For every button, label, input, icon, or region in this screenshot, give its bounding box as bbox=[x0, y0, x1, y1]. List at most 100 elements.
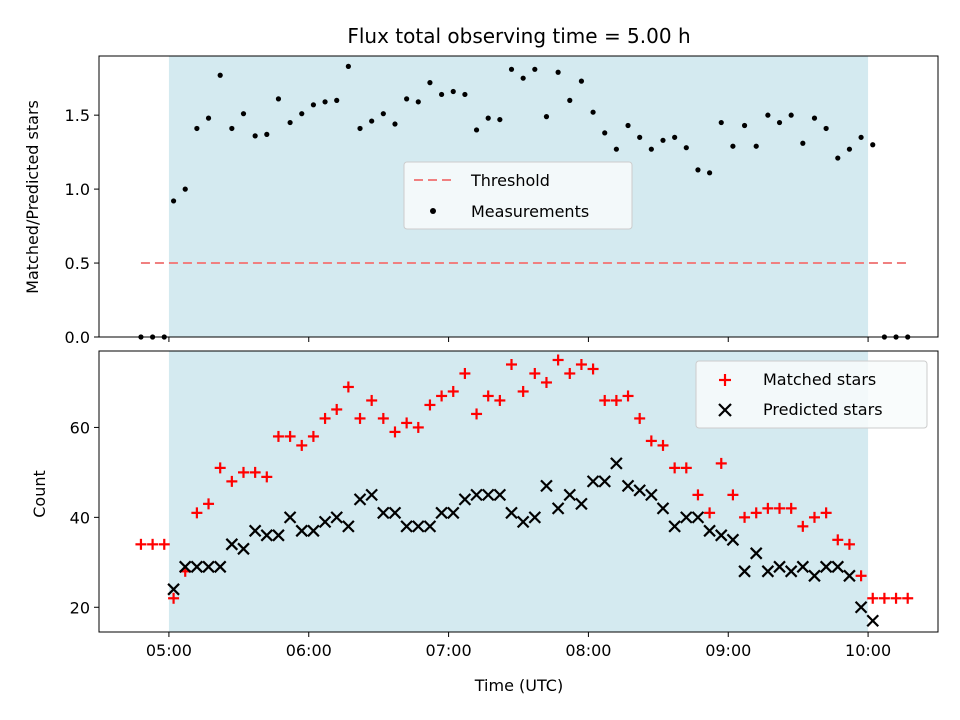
count-panel: 20 40 60 05:00 06:00 07:00 08:00 09:00 10:00 Co… bbox=[30, 350, 939, 695]
predicted-star-point bbox=[598, 475, 612, 488]
ratio-y-axis-label: Matched/Predicted stars bbox=[23, 100, 42, 294]
predicted-star-point bbox=[843, 569, 856, 583]
matched-star-point bbox=[471, 408, 483, 420]
matched-star-point bbox=[249, 466, 261, 478]
legend-predicted-label: Predicted stars bbox=[763, 400, 883, 419]
predicted-star-point bbox=[458, 493, 472, 506]
x-tick-label: 08:00 bbox=[565, 641, 611, 660]
measurement-point bbox=[846, 146, 853, 152]
matched-star-point bbox=[610, 394, 622, 406]
predicted-star-point bbox=[342, 520, 355, 533]
predicted-star-point bbox=[668, 520, 681, 533]
matched-star-point bbox=[855, 570, 867, 582]
predicted-star-point bbox=[656, 502, 670, 515]
measurement-point bbox=[252, 133, 258, 139]
predicted-star-point bbox=[738, 565, 751, 578]
matched-star-point bbox=[168, 592, 180, 604]
count-legend: Matched stars Predicted stars bbox=[695, 360, 928, 429]
predicted-star-point bbox=[167, 583, 180, 596]
predicted-star-point bbox=[446, 506, 460, 520]
matched-star-point bbox=[296, 439, 308, 451]
measurement-point bbox=[648, 146, 654, 152]
matched-star-point bbox=[599, 394, 611, 406]
matched-star-point bbox=[878, 592, 890, 604]
matched-star-point bbox=[715, 457, 727, 469]
measurement-point bbox=[380, 111, 386, 117]
predicted-star-point bbox=[831, 560, 845, 574]
predicted-star-point bbox=[551, 502, 565, 515]
ratio-panel: 0.0 0.5 1.0 1.5 Matched/Predicted stars Thr… bbox=[23, 55, 939, 347]
predicted-star-point bbox=[388, 506, 402, 520]
measurement-point bbox=[217, 72, 223, 78]
matched-star-point bbox=[506, 358, 518, 370]
predicted-star-point bbox=[260, 529, 274, 542]
predicted-star-point bbox=[225, 538, 239, 551]
matched-star-point bbox=[762, 502, 774, 514]
predicted-star-point bbox=[726, 533, 740, 547]
x-tick-label: 09:00 bbox=[705, 641, 751, 660]
predicted-star-point bbox=[202, 560, 215, 574]
ratio-plot-frame bbox=[98, 55, 939, 338]
predicted-star-point bbox=[819, 560, 833, 574]
measurement-point bbox=[438, 91, 445, 98]
measurement-point bbox=[543, 114, 550, 120]
matched-star-point bbox=[237, 466, 249, 478]
ratio-y-tick-label: 0.0 bbox=[65, 328, 90, 347]
predicted-star-point bbox=[178, 560, 192, 574]
measurement-point bbox=[194, 125, 200, 132]
matched-star-point bbox=[529, 367, 541, 379]
measurement-point bbox=[427, 80, 433, 86]
predicted-star-point bbox=[854, 600, 868, 614]
matched-star-point bbox=[657, 439, 669, 451]
measurement-point bbox=[357, 125, 363, 132]
matched-star-point bbox=[692, 489, 704, 501]
predicted-star-point bbox=[784, 565, 798, 578]
predicted-star-point bbox=[540, 479, 553, 493]
measurement-point bbox=[660, 137, 666, 143]
matched-star-point bbox=[704, 507, 716, 519]
legend-matched-label: Matched stars bbox=[763, 370, 876, 389]
matched-star-point bbox=[366, 394, 378, 406]
matched-star-point bbox=[424, 399, 436, 411]
count-y-axis-label: Count bbox=[30, 470, 49, 518]
measurement-point bbox=[485, 115, 491, 121]
predicted-star-point bbox=[493, 488, 507, 502]
measurement-point bbox=[707, 170, 713, 176]
measurement-point bbox=[835, 155, 841, 161]
matched-star-point bbox=[587, 363, 599, 375]
matched-star-point bbox=[785, 502, 797, 514]
predicted-star-point bbox=[307, 524, 320, 538]
matched-star-point bbox=[727, 489, 739, 501]
predicted-star-point bbox=[563, 488, 577, 502]
ratio-y-tick-label: 0.5 bbox=[65, 254, 90, 273]
legend-threshold-label: Threshold bbox=[470, 171, 550, 190]
measurement-point bbox=[392, 121, 398, 127]
ratio-y-tick-label: 1.5 bbox=[65, 106, 90, 125]
measurement-point bbox=[240, 111, 247, 117]
count-y-tick-label: 40 bbox=[70, 508, 90, 527]
count-y-ticks: 20 40 60 bbox=[70, 418, 99, 617]
measurement-point bbox=[602, 130, 608, 136]
matched-star-point bbox=[226, 475, 238, 487]
matched-star-point bbox=[575, 358, 587, 370]
measurement-point bbox=[264, 131, 270, 137]
measurement-point bbox=[520, 75, 526, 81]
predicted-star-point bbox=[283, 511, 297, 524]
measurement-point bbox=[532, 66, 538, 72]
measurement-point bbox=[508, 66, 515, 72]
count-x-ticks: 05:00 06:00 07:00 08:00 09:00 10:00 bbox=[146, 632, 891, 660]
matched-star-point bbox=[307, 430, 319, 442]
ratio-x-ticks bbox=[168, 337, 869, 342]
matched-star-point bbox=[284, 430, 296, 442]
matched-star-point bbox=[147, 538, 159, 550]
predicted-star-point bbox=[691, 511, 705, 524]
predicted-star-point bbox=[190, 560, 204, 574]
measurement-point bbox=[788, 112, 794, 118]
matched-star-point bbox=[564, 367, 576, 379]
matched-star-point bbox=[459, 367, 471, 379]
predicted-star-point bbox=[353, 493, 367, 506]
predicted-star-point bbox=[377, 506, 390, 520]
measurement-point bbox=[275, 96, 282, 102]
matched-star-point bbox=[272, 430, 284, 442]
measurement-point bbox=[753, 143, 759, 149]
